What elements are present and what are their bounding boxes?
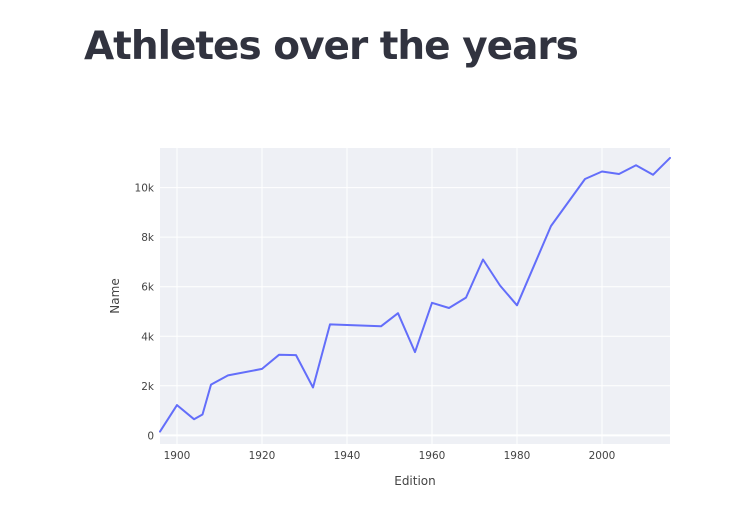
y-tick-label: 0 [147, 430, 154, 442]
data-point[interactable] [293, 352, 299, 358]
plot-background [160, 148, 670, 444]
data-point[interactable] [446, 305, 452, 311]
data-point[interactable] [667, 155, 673, 161]
x-axis-ticks: 1900 1920 1940 1960 1980 2000 [164, 450, 616, 462]
data-point[interactable] [582, 176, 588, 182]
data-point[interactable] [514, 302, 520, 308]
x-tick-label: 1980 [504, 450, 531, 462]
x-tick-label: 1940 [334, 450, 361, 462]
page-title: Athletes over the years [84, 24, 579, 69]
data-point[interactable] [531, 263, 537, 269]
data-point[interactable] [497, 283, 503, 289]
x-gridlines [176, 148, 603, 444]
x-axis-title: Edition [394, 474, 436, 488]
data-point[interactable] [412, 349, 418, 355]
data-point[interactable] [378, 323, 384, 329]
data-point[interactable] [327, 321, 333, 327]
y-tick-label: 6k [141, 282, 155, 294]
data-point[interactable] [565, 200, 571, 206]
data-point[interactable] [616, 171, 622, 177]
data-point[interactable] [225, 372, 231, 378]
y-tick-label: 2k [141, 381, 155, 393]
data-point[interactable] [599, 169, 605, 175]
y-tick-label: 8k [141, 232, 155, 244]
series-line[interactable] [159, 156, 671, 433]
data-point[interactable] [633, 162, 639, 168]
y-axis-ticks: 0 2k 4k 6k 8k 10k [135, 183, 155, 443]
data-point[interactable] [174, 402, 180, 408]
data-point[interactable] [200, 412, 206, 418]
x-tick-label: 1960 [419, 450, 446, 462]
data-point[interactable] [395, 310, 401, 316]
data-point[interactable] [157, 429, 163, 435]
data-point[interactable] [429, 300, 435, 306]
data-point[interactable] [191, 416, 197, 422]
data-point[interactable] [276, 352, 282, 358]
data-point[interactable] [310, 385, 316, 391]
data-point[interactable] [548, 223, 554, 229]
data-point[interactable] [208, 382, 214, 388]
y-tick-label: 4k [141, 331, 155, 343]
data-point[interactable] [463, 295, 469, 301]
y-tick-label: 10k [135, 183, 155, 195]
x-tick-label: 1900 [164, 450, 191, 462]
data-point[interactable] [259, 366, 265, 372]
y-gridlines [160, 187, 670, 437]
y-axis-title: Name [108, 278, 122, 313]
data-point[interactable] [480, 257, 486, 263]
x-tick-label: 2000 [589, 450, 616, 462]
x-tick-label: 1920 [249, 450, 276, 462]
data-point[interactable] [650, 172, 656, 178]
